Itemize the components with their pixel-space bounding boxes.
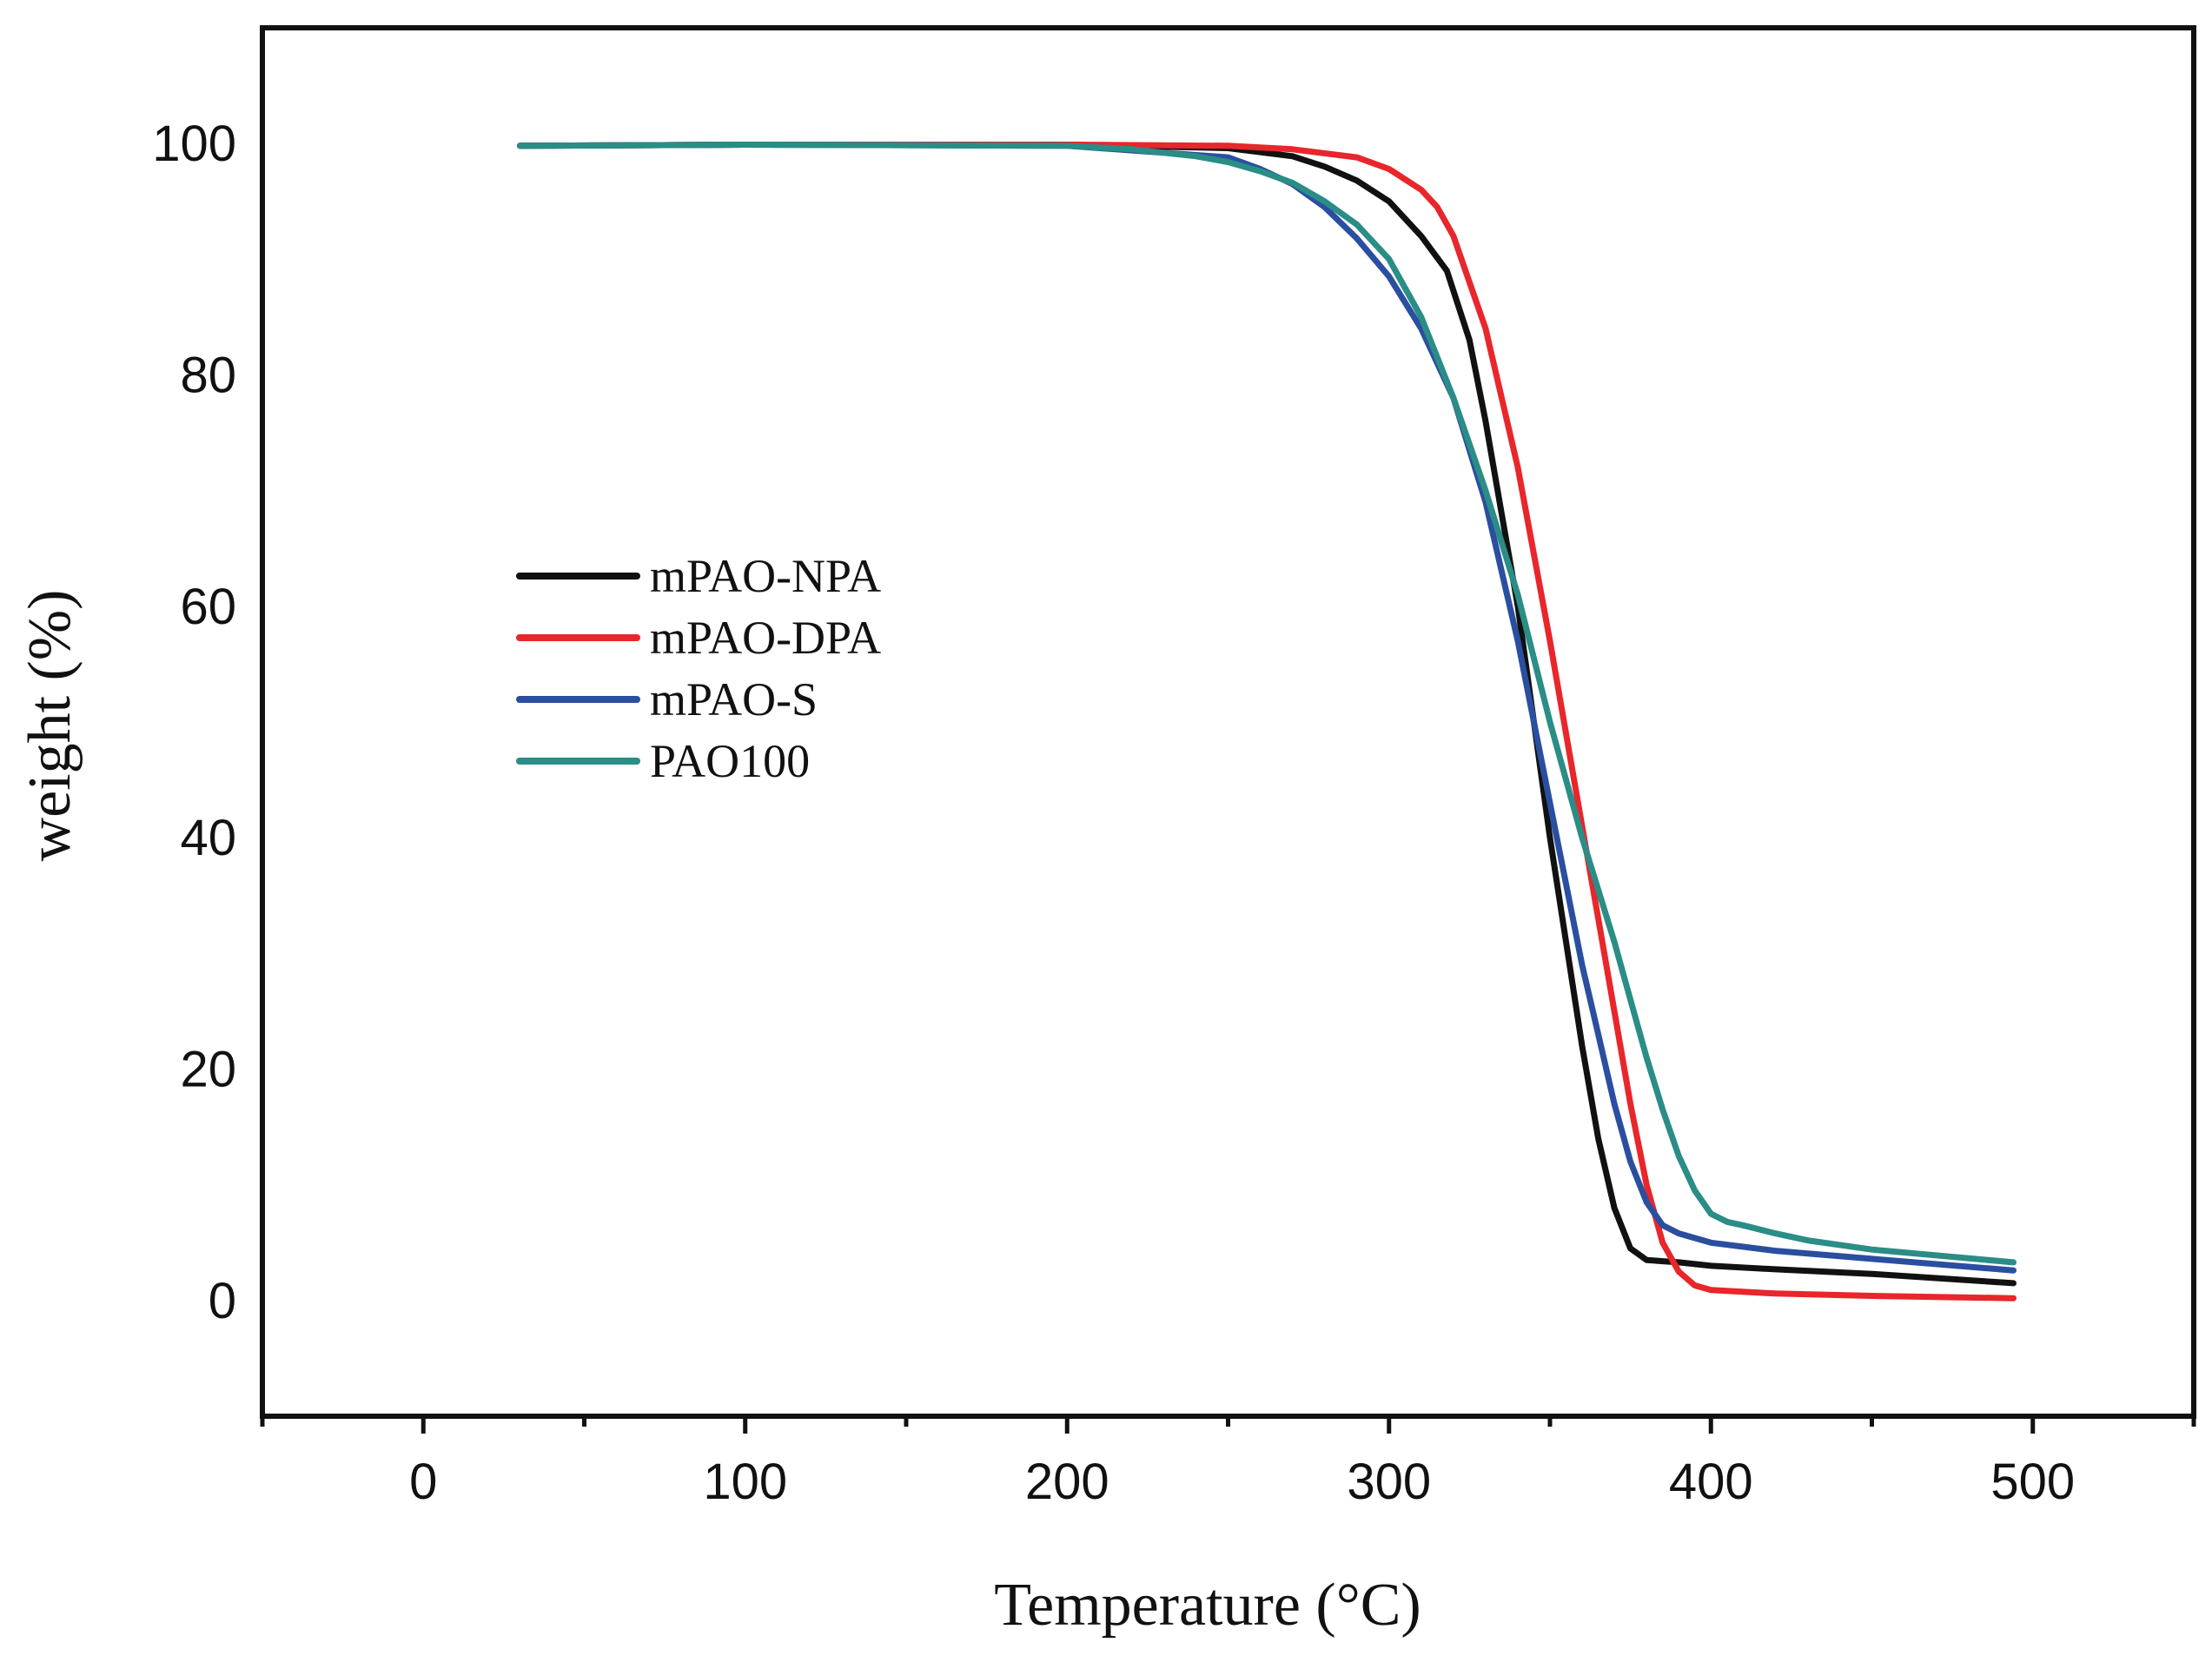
legend-label-pao100: PAO100 xyxy=(650,735,810,787)
y-axis-title: weight (%) xyxy=(17,590,83,862)
series-line-pao100 xyxy=(516,142,2017,1266)
x-tick-label-500: 500 xyxy=(1990,1454,2075,1510)
x-tick-label-400: 400 xyxy=(1669,1454,1753,1510)
x-tick-label-200: 200 xyxy=(1025,1454,1109,1510)
legend-label-mpao-npa: mPAO-NPA xyxy=(650,550,881,602)
ticks-layer: 0 100 200 300 400 500 0 20 40 60 80 100 xyxy=(152,116,2196,1510)
y-tick-label-60: 60 xyxy=(180,579,236,635)
x-tick-label-100: 100 xyxy=(703,1454,787,1510)
series-layer xyxy=(516,142,2017,1302)
x-axis-title: Temperature (°C) xyxy=(994,1572,1421,1639)
series-line-mpao-dpa xyxy=(516,142,2017,1302)
y-tick-label-40: 40 xyxy=(180,810,236,866)
x-tick-label-300: 300 xyxy=(1347,1454,1431,1510)
y-tick-label-100: 100 xyxy=(152,116,236,172)
legend: mPAO-NPA mPAO-DPA mPAO-S PAO100 xyxy=(516,550,881,787)
legend-label-mpao-s: mPAO-S xyxy=(650,673,818,725)
y-tick-label-20: 20 xyxy=(180,1042,236,1098)
y-tick-label-0: 0 xyxy=(209,1273,236,1329)
y-tick-label-80: 80 xyxy=(180,348,236,404)
x-tick-label-0: 0 xyxy=(409,1454,437,1510)
legend-label-mpao-dpa: mPAO-DPA xyxy=(650,612,881,664)
